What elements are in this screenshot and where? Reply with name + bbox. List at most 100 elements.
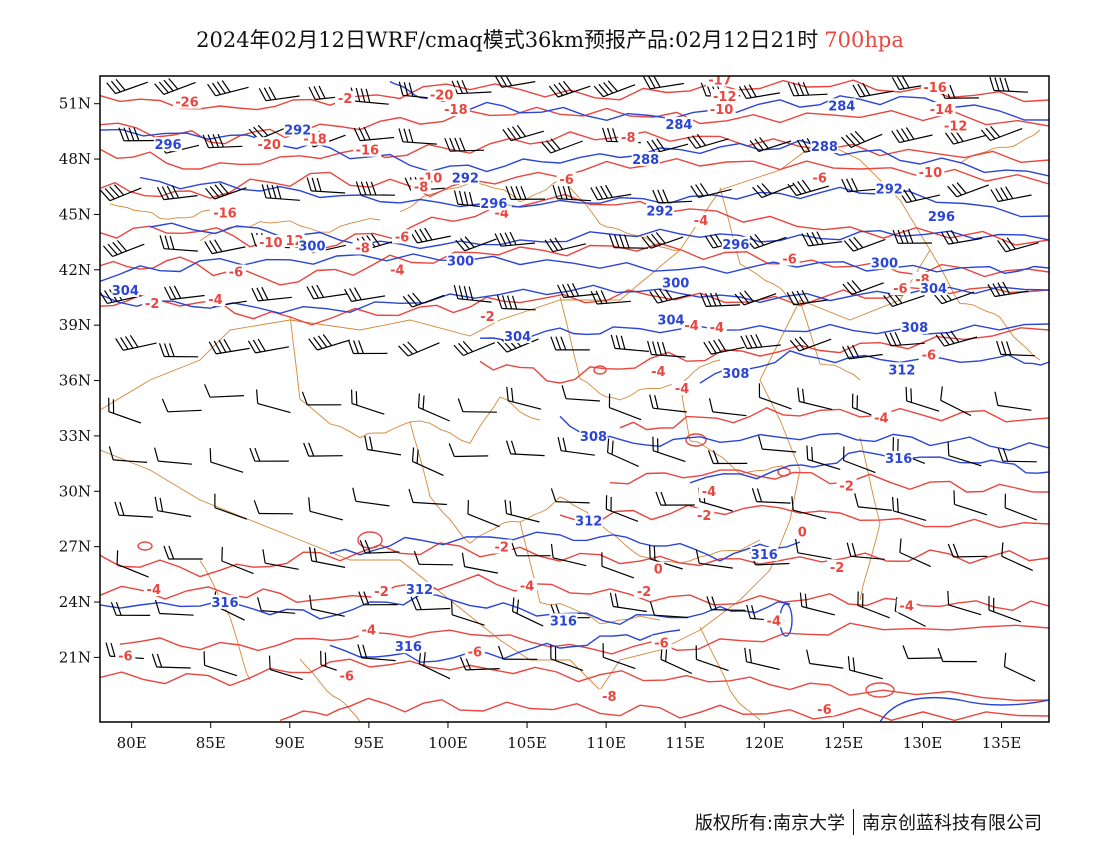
geopotential-label-bg [283, 122, 312, 137]
temperature-label-bg [205, 292, 226, 307]
wind-barb [544, 237, 587, 253]
temperature-label-bg [491, 539, 512, 554]
temperature-label: -2 [145, 297, 159, 312]
temperature-label-bg [392, 229, 413, 244]
latitude-axis: 51N 48N 45N 42N 39N 36N 33N 30N 27N 24N 21N [59, 95, 100, 666]
wind-barb [408, 488, 447, 506]
wind-barb [647, 340, 686, 358]
temperature-contour [100, 658, 1049, 702]
temperature-label-bg [634, 583, 655, 598]
wind-barb [649, 287, 691, 304]
wind-barb [649, 544, 683, 570]
lon-tick-label: 90E [275, 734, 305, 752]
temperature-label: -6 [395, 230, 409, 245]
longitude-axis: 80E 85E 90E 95E 100E 105E 110E 115E 120E 125E 130E… [117, 722, 1022, 752]
geopotential-label: 316 [395, 640, 422, 655]
wind-barb [1004, 493, 1038, 521]
temperature-contour [100, 157, 1049, 199]
wind-barb [843, 236, 886, 252]
wind-barb [749, 137, 792, 153]
lat-tick-label: 21N [59, 648, 91, 666]
contour-labels: -26 -2 -20-18-20 -18-16-17-12-10-8-10-8 -6-1… [111, 76, 970, 718]
temperature-contour [100, 106, 1049, 145]
temperature-label-bg [706, 76, 735, 87]
wind-barb [738, 84, 780, 100]
wind-barb [205, 182, 247, 200]
title-level: 700hpa [824, 28, 904, 52]
temperature-label-bg [710, 89, 739, 104]
geopotential-label-bg [750, 546, 779, 561]
wind-barb [398, 341, 440, 357]
temperature-label: -4 [390, 264, 404, 279]
wind-barb [504, 499, 540, 523]
province-boundary [199, 560, 251, 681]
temperature-label-bg [698, 484, 719, 499]
lat-tick-label: 33N [59, 427, 91, 445]
wind-barb [787, 81, 828, 97]
geopotential-contour [389, 80, 1049, 122]
temperature-label-bg [927, 102, 956, 117]
wind-barb [154, 447, 193, 465]
wind-barb [417, 393, 450, 422]
wind-barb [550, 336, 590, 351]
geopotential-label-bg [664, 116, 693, 131]
wind-barb [459, 656, 500, 671]
wind-barb [457, 398, 497, 413]
wind-barb [610, 334, 649, 352]
wind-barb [308, 334, 350, 351]
geopotential-label: 316 [550, 614, 577, 629]
province-boundary [289, 315, 541, 444]
wind-barb [451, 80, 492, 95]
wind-barb [204, 239, 246, 255]
temperature-label-bg [371, 583, 392, 598]
wind-barb [358, 591, 398, 606]
temperature-label: -2 [697, 509, 711, 524]
wind-barb [161, 398, 202, 413]
geopotential-label-bg [919, 281, 948, 296]
temperature-label-bg [142, 295, 163, 310]
wind-barb [309, 547, 346, 568]
wind-barb [207, 80, 249, 97]
wind-barb [801, 231, 843, 247]
lon-tick-label: 135E [982, 734, 1022, 752]
wind-barb [411, 447, 444, 476]
wind-barb [497, 645, 538, 660]
temperature-label-bg [226, 264, 247, 279]
temperature-label: -2 [637, 585, 651, 600]
temperature-label-bg [814, 701, 835, 716]
wind-barb [947, 441, 982, 467]
wind-barb [988, 596, 1022, 623]
wind-barb [799, 592, 835, 616]
geopotential-contour [689, 450, 1049, 484]
wind-barb [655, 491, 695, 506]
wind-barb [980, 126, 1023, 142]
temperature-label: -6 [468, 646, 482, 661]
geopotential-label-bg [446, 253, 475, 268]
geopotential-contour [329, 531, 801, 562]
wind-barb [744, 647, 780, 671]
wind-barb [707, 450, 748, 465]
wind-barb [398, 128, 437, 145]
geopotential-label-bg [721, 366, 750, 381]
temperature-label: -4 [899, 600, 913, 615]
wind-barb [154, 496, 192, 518]
geopotential-label: 304 [657, 313, 684, 328]
temperature-contour [119, 622, 1049, 655]
wind-barb [550, 644, 584, 671]
wind-barb [1003, 652, 1036, 682]
wind-barb [758, 435, 797, 453]
province-boundary [519, 521, 661, 625]
geopotential-contour [879, 696, 1049, 722]
wind-barb [118, 127, 158, 142]
wind-barb [115, 334, 157, 351]
wind-barb [642, 76, 684, 90]
wind-barb [652, 436, 686, 463]
wind-barb [842, 280, 884, 296]
wind-barb [506, 386, 542, 410]
wind-barb [997, 447, 1037, 463]
temperature-label: -4 [520, 579, 534, 594]
wind-barb [953, 490, 988, 516]
wind-barb [455, 236, 497, 252]
geopotential-label: 300 [298, 240, 325, 255]
geopotential-label-bg [210, 594, 239, 609]
